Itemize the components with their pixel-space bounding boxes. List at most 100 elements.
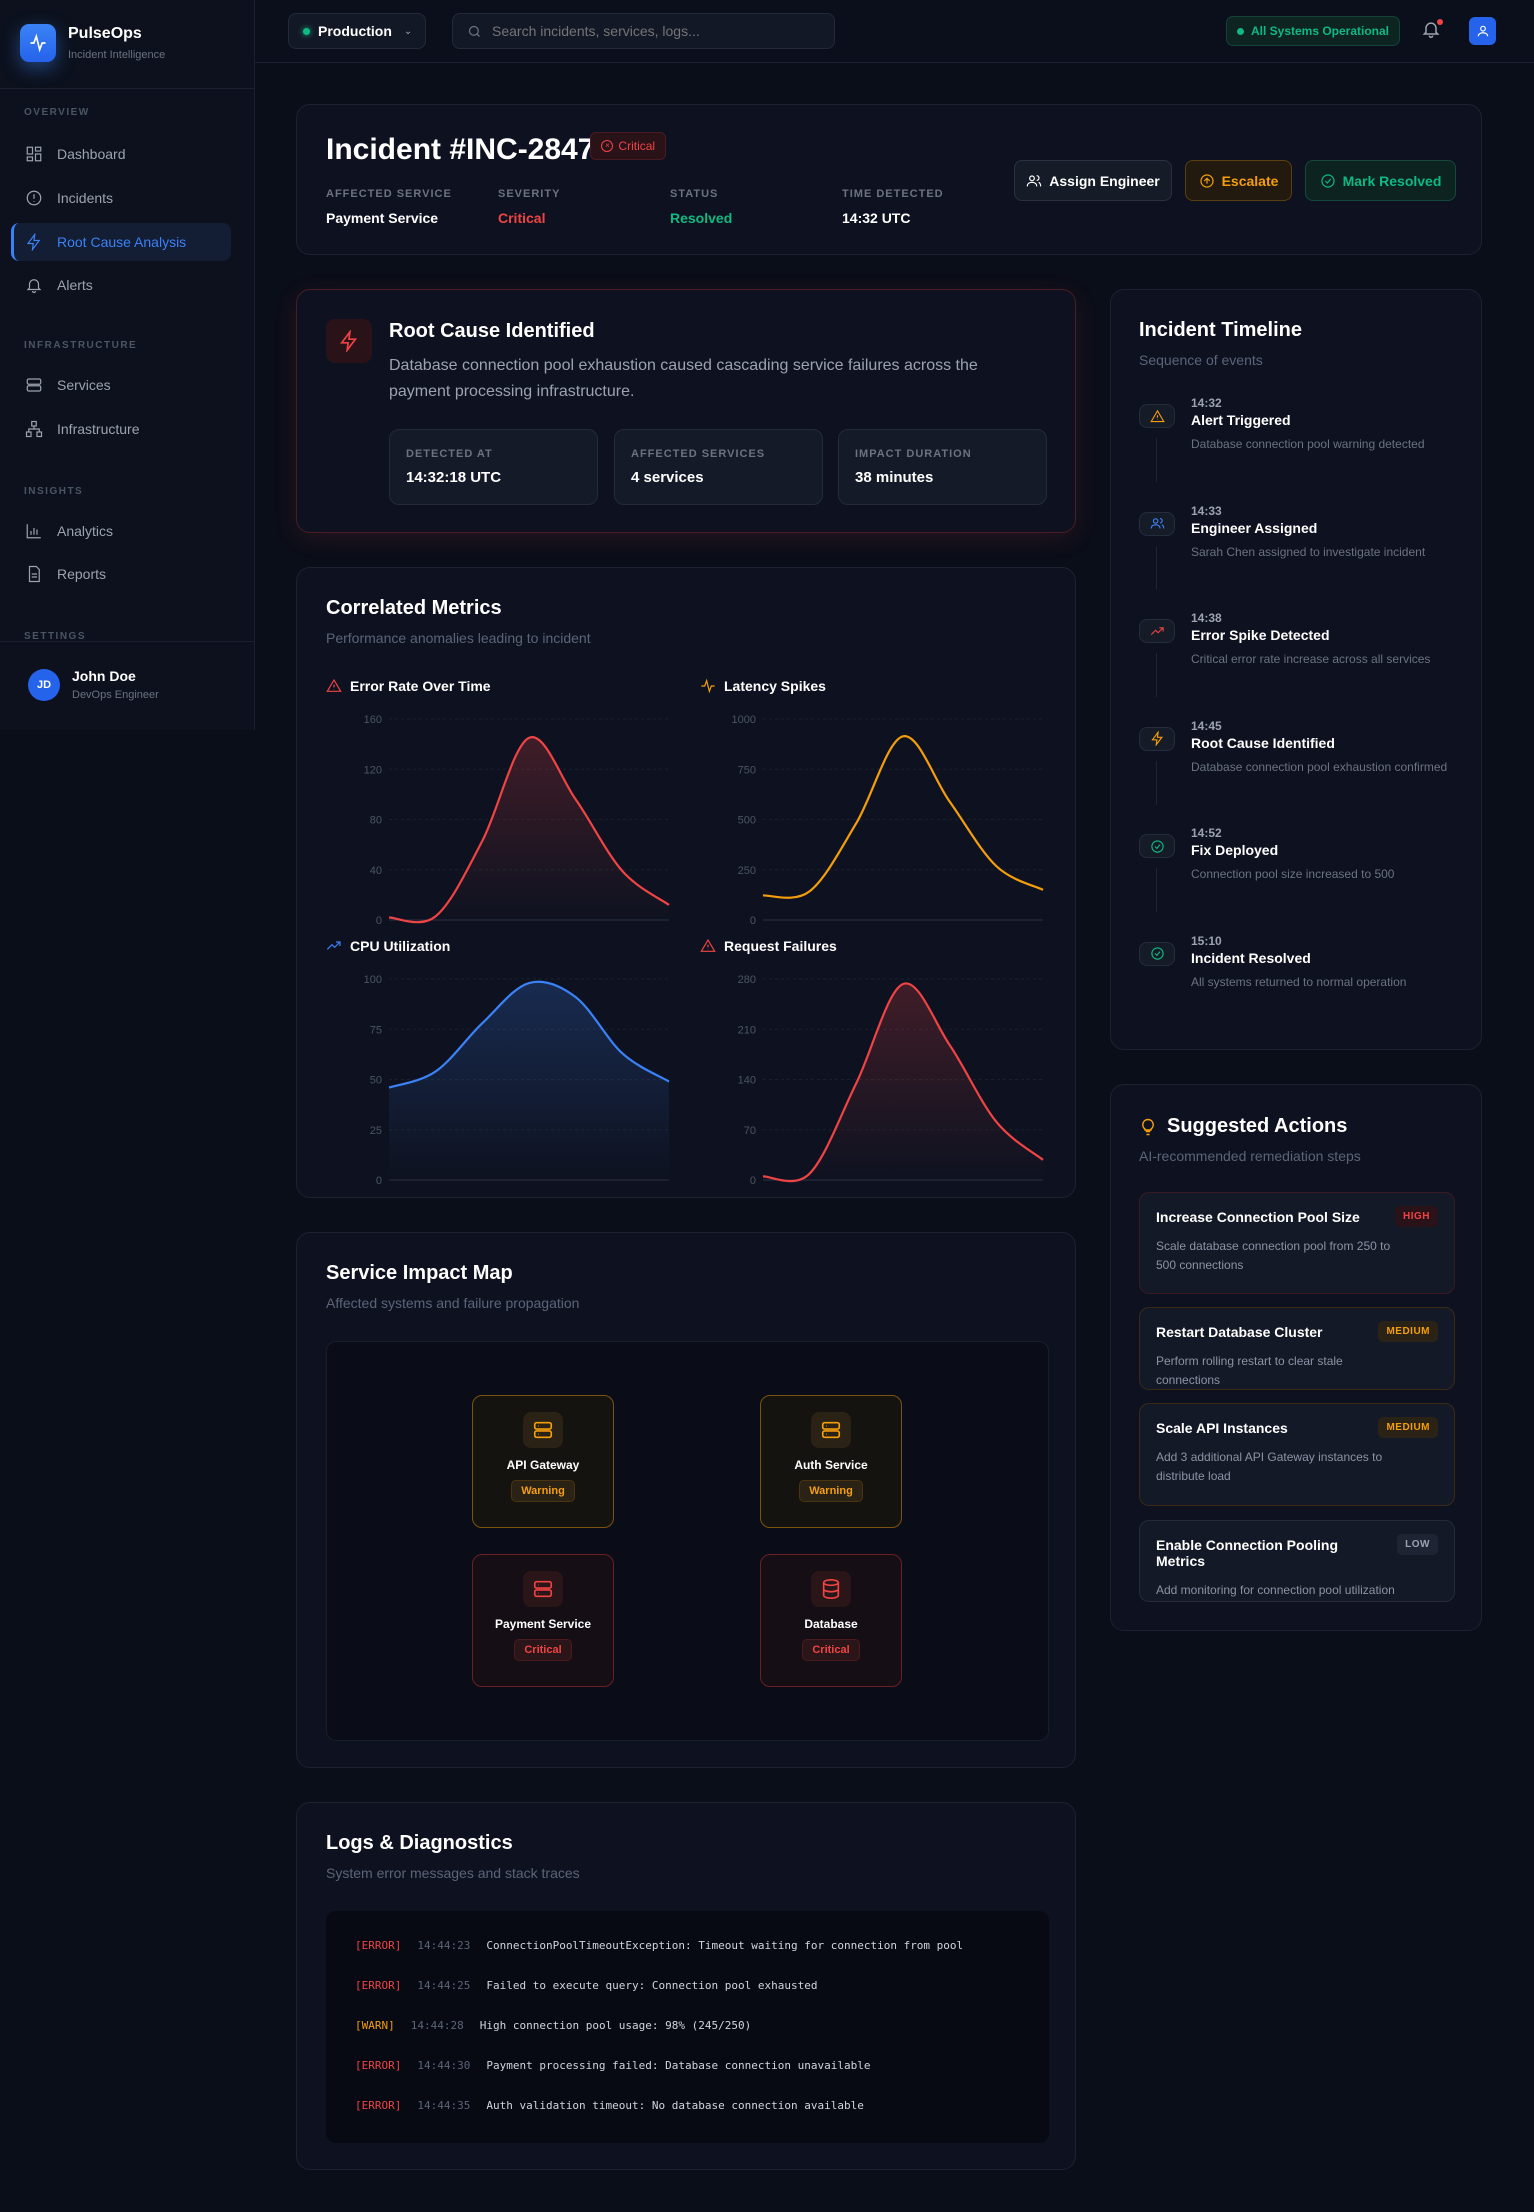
timeline-icon-box <box>1139 726 1175 751</box>
y-tick-label: 25 <box>370 1125 382 1137</box>
field-label: TIME DETECTED <box>842 188 944 200</box>
chart-title-text: Latency Spikes <box>724 678 826 694</box>
chart-request-failures: Request Failures07014021028014:0014:1514… <box>700 938 1060 1188</box>
y-tick-label: 75 <box>370 1024 382 1036</box>
sidebar-item-reports[interactable]: Reports <box>11 555 231 593</box>
timeline-icon-box <box>1139 511 1175 536</box>
stat-box: IMPACT DURATION 38 minutes <box>838 429 1047 505</box>
environment-selector[interactable]: Production ⌄ <box>288 13 426 49</box>
y-tick-label: 0 <box>376 915 382 926</box>
divider <box>0 641 255 642</box>
mark-resolved-button[interactable]: Mark Resolved <box>1305 160 1456 201</box>
x-circle-icon: × <box>601 140 614 152</box>
action-description: Add monitoring for connection pool utili… <box>1156 1583 1395 1597</box>
check-circle-icon <box>1150 947 1164 960</box>
service-node[interactable]: Auth Service Warning <box>760 1395 902 1528</box>
service-node[interactable]: API Gateway Warning <box>472 1395 614 1528</box>
node-icon <box>523 1571 563 1607</box>
area-fill <box>763 736 1043 920</box>
sidebar-item-infrastructure[interactable]: Infrastructure <box>11 410 231 448</box>
area-fill <box>763 983 1043 1182</box>
sidebar-item-analytics[interactable]: Analytics <box>11 512 231 550</box>
log-console[interactable]: [ERROR] 14:44:23 ConnectionPoolTimeoutExce… <box>326 1911 1049 2143</box>
priority-badge: LOW <box>1397 1534 1438 1555</box>
suggested-action[interactable]: Restart Database Cluster MEDIUM Perform ro… <box>1139 1307 1455 1390</box>
service-node[interactable]: Payment Service Critical <box>472 1554 614 1687</box>
service-impact-map-card: Service Impact Map Affected systems and … <box>296 1232 1076 1768</box>
chart-svg: 025507510014:0014:1514:3014:4515:0015:15… <box>364 974 670 1186</box>
action-title: Restart Database Cluster <box>1156 1324 1323 1340</box>
suggested-action[interactable]: Enable Connection Pooling Metrics LOW Add … <box>1139 1520 1455 1602</box>
chart-svg: 0250500750100014:0014:1514:3014:4515:001… <box>732 714 1044 926</box>
server-icon <box>821 1421 841 1439</box>
log-time: 14:44:30 <box>417 2059 471 2072</box>
timeline-connector <box>1156 438 1157 482</box>
timeline-event: 14:45 Root Cause Identified Database conne… <box>1139 719 1469 819</box>
action-title: Increase Connection Pool Size <box>1156 1209 1360 1225</box>
y-tick-label: 40 <box>370 865 382 877</box>
y-tick-label: 280 <box>738 974 756 986</box>
y-tick-label: 0 <box>376 1175 382 1186</box>
chart-latency-spikes: Latency Spikes 0250500750100014:0014:1514… <box>700 678 1060 928</box>
event-description: All systems returned to normal operation <box>1191 974 1407 989</box>
y-tick-label: 0 <box>750 1175 756 1186</box>
sidebar-item-label: Root Cause Analysis <box>57 234 187 250</box>
log-entry: [ERROR] 14:44:35 Auth validation timeout: … <box>355 2099 1049 2139</box>
timeline-connector <box>1156 545 1157 590</box>
y-tick-label: 70 <box>744 1125 756 1137</box>
timeline-event: 14:33 Engineer Assigned Sarah Chen assigne… <box>1139 504 1469 604</box>
search-input[interactable] <box>492 23 812 39</box>
priority-badge: MEDIUM <box>1378 1417 1438 1438</box>
button-label: Mark Resolved <box>1342 172 1442 189</box>
stat-label: IMPACT DURATION <box>855 448 972 460</box>
bell-icon <box>1422 22 1440 39</box>
sidebar-item-incidents[interactable]: Incidents <box>11 179 231 217</box>
sidebar-item-label: Analytics <box>57 523 114 539</box>
stat-label: AFFECTED SERVICES <box>631 448 766 460</box>
assign-engineer-button[interactable]: Assign Engineer <box>1014 160 1172 201</box>
sidebar-item-root-cause-analysis[interactable]: Root Cause Analysis <box>11 223 231 261</box>
search-bar[interactable] <box>452 13 835 49</box>
log-time: 14:44:23 <box>417 1939 471 1952</box>
stat-label: DETECTED AT <box>406 448 493 460</box>
node-icon <box>811 1571 851 1607</box>
action-description: Scale database connection pool from 250 … <box>1156 1239 1391 1272</box>
log-message: Auth validation timeout: No database con… <box>486 2099 864 2112</box>
incident-title: Incident #INC-2847 <box>326 133 595 166</box>
system-status-badge[interactable]: All Systems Operational <box>1226 16 1400 46</box>
field-value: 14:32 UTC <box>842 210 911 226</box>
suggested-action[interactable]: Increase Connection Pool Size HIGH Scale d… <box>1139 1192 1455 1294</box>
zap-icon <box>26 233 41 251</box>
field-label: AFFECTED SERVICE <box>326 188 452 200</box>
root-cause-title: Root Cause Identified <box>389 320 595 342</box>
status-dot <box>303 27 310 35</box>
escalate-button[interactable]: Escalate <box>1185 160 1292 201</box>
log-time: 14:44:25 <box>417 1979 471 1992</box>
chart-title: Request Failures <box>700 938 1060 954</box>
sidebar-item-services[interactable]: Services <box>11 366 231 404</box>
timeline-icon-box <box>1139 941 1175 966</box>
server-icon <box>26 378 42 392</box>
timeline-event: 14:38 Error Spike Detected Critical error … <box>1139 611 1469 711</box>
chart-svg: 0408012016014:0014:1514:3014:4515:0015:1… <box>364 714 670 926</box>
notification-dot <box>1437 19 1443 25</box>
node-icon <box>811 1412 851 1448</box>
timeline-icon-box <box>1139 834 1175 858</box>
service-node[interactable]: Database Critical <box>760 1554 902 1687</box>
chart-title: CPU Utilization <box>326 938 686 954</box>
divider <box>0 88 255 89</box>
logs-card: Logs & Diagnostics System error messages… <box>296 1802 1076 2170</box>
user-menu-button[interactable] <box>1469 17 1496 45</box>
section-title: Logs & Diagnostics <box>326 1832 513 1854</box>
avatar[interactable]: JD <box>28 669 60 701</box>
y-tick-label: 750 <box>738 764 756 776</box>
sidebar-item-alerts[interactable]: Alerts <box>11 266 231 304</box>
action-description: Perform rolling restart to clear stale c… <box>1156 1354 1343 1387</box>
suggested-action[interactable]: Scale API Instances MEDIUM Add 3 additiona… <box>1139 1403 1455 1506</box>
notifications-button[interactable] <box>1421 18 1443 42</box>
event-time: 14:38 <box>1191 611 1222 625</box>
sidebar-item-dashboard[interactable]: Dashboard <box>11 135 231 173</box>
log-message: High connection pool usage: 98% (245/250… <box>479 2019 752 2032</box>
timeline-icon-box <box>1139 404 1175 428</box>
event-description: Critical error rate increase across all … <box>1191 652 1431 666</box>
